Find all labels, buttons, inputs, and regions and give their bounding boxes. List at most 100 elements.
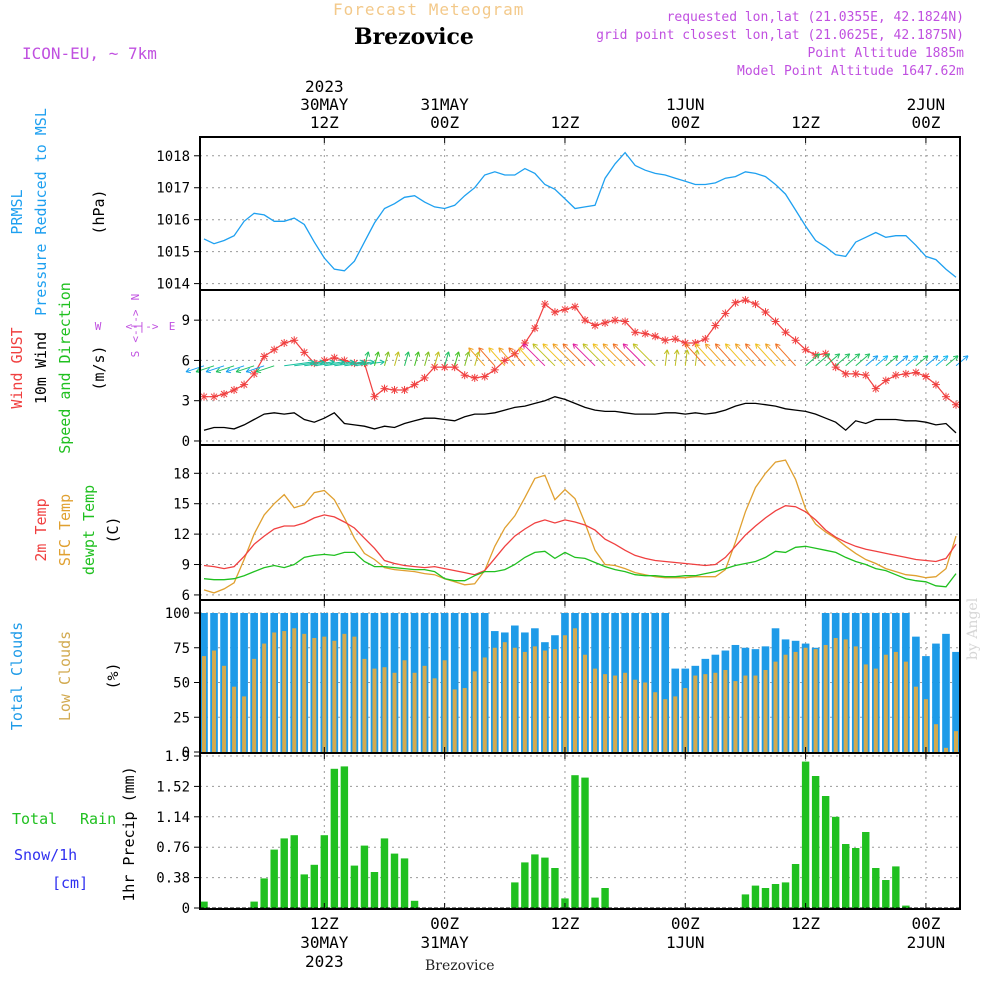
wind-direction-arrow (775, 343, 796, 367)
time-label-bottom: 2JUN (907, 933, 946, 952)
y-tick-label: 1.14 (156, 810, 190, 826)
y-tick-label: 0.38 (156, 871, 190, 887)
time-label-bottom: 12Z (310, 914, 339, 933)
wind-direction-arrow (383, 351, 391, 366)
rain-bar (350, 865, 359, 908)
wind-direction-arrow (235, 365, 255, 374)
rain-bar (791, 864, 800, 908)
wind-direction-arrow (845, 353, 861, 367)
wind-direction-arrow (225, 365, 245, 374)
wind-gust-marker (220, 389, 229, 398)
time-label-bottom: 00Z (671, 914, 700, 933)
low-cloud-bar (342, 633, 347, 752)
total-cloud-bar (460, 613, 469, 752)
low-cloud-bar (663, 699, 668, 752)
wind-direction-arrow (522, 343, 546, 367)
time-label-top: 12Z (551, 113, 580, 132)
wind-direction-arrow (955, 355, 969, 367)
wind-gust-marker (570, 302, 579, 311)
low-cloud-bar (242, 696, 247, 752)
low-cloud-bar (753, 675, 758, 752)
low-cloud-bar (673, 696, 678, 752)
wind-gust-marker (540, 300, 549, 309)
total-cloud-bar (240, 613, 248, 752)
rain-bar (751, 885, 760, 908)
wind-direction-arrow (508, 347, 526, 367)
rain-bar (330, 768, 339, 908)
dewpt-temp-line (203, 545, 957, 588)
wind-direction-arrow (935, 355, 949, 367)
model-altitude: Model Point Altitude 1647.62m (737, 64, 964, 79)
wind-direction-arrow (404, 351, 411, 366)
rain-bar (741, 894, 750, 908)
wind-gust-marker (931, 380, 940, 389)
wind-direction-arrow (905, 355, 919, 367)
low-cloud-bar (743, 675, 748, 752)
low-cloud-bar (773, 661, 778, 752)
y-tick-label: 1015 (156, 245, 190, 261)
y-tick-label: 6 (182, 353, 190, 369)
low-cloud-bar (913, 686, 918, 752)
rain-bar (872, 868, 880, 908)
label-total: Total (12, 810, 57, 828)
wind-gust-marker (651, 332, 660, 341)
rain-bar (771, 884, 780, 908)
low-cloud-bar (603, 674, 608, 752)
low-cloud-bar (903, 661, 908, 752)
rain-bar (581, 777, 589, 908)
wind-gust-marker (701, 334, 710, 343)
time-label-bottom: 1JUN (666, 933, 705, 952)
low-cloud-bar (623, 672, 628, 752)
wind-gust-marker (941, 392, 950, 401)
wind-gust-marker (711, 321, 720, 330)
low-cloud-bar (452, 689, 457, 752)
low-cloud-bar (653, 692, 658, 752)
wind-direction-arrow (765, 343, 786, 367)
wind-direction-arrow (755, 343, 776, 367)
rain-bar (270, 849, 278, 908)
label-ms: (m/s) (90, 345, 108, 390)
wind-direction-arrow (895, 355, 909, 367)
low-cloud-bar (412, 672, 417, 752)
low-cloud-bar (953, 731, 959, 752)
wind-gust-marker (380, 384, 389, 393)
y-tick-label: 12 (173, 527, 190, 543)
temp-2m-line (203, 505, 957, 576)
rain-bar (852, 848, 860, 908)
y-tick-label: 0 (182, 901, 190, 917)
low-cloud-bar (883, 654, 888, 752)
low-cloud-bar (863, 664, 868, 752)
wind-gust-marker (851, 369, 860, 378)
wind-gust-marker (831, 363, 840, 372)
wind-gust-marker (460, 371, 469, 380)
y-tick-label: 1.9 (165, 749, 190, 765)
point-altitude: Point Altitude 1885m (807, 46, 964, 61)
rain-bar (781, 882, 790, 908)
low-cloud-bar (462, 688, 467, 752)
wind-gust-marker (550, 308, 559, 317)
wind-direction-arrow (865, 355, 879, 367)
rain-bar (280, 838, 288, 908)
low-cloud-bar (552, 649, 557, 752)
low-cloud-bar (392, 672, 397, 752)
label-2m-temp: 2m Temp (32, 498, 50, 561)
y-tick-label: 6 (182, 588, 190, 604)
wind-gust-marker (741, 296, 750, 305)
low-cloud-bar (933, 724, 938, 752)
wind-gust-marker (260, 352, 269, 361)
low-cloud-bar (382, 667, 387, 752)
wind-speed-line (203, 396, 957, 434)
low-cloud-bar (312, 638, 317, 752)
y-tick-label: 50 (173, 676, 190, 692)
wind-gust-marker (621, 317, 630, 326)
wind-gust-marker (480, 372, 489, 381)
wind-direction-arrow (552, 343, 576, 367)
compass-south: S (129, 351, 142, 358)
total-cloud-bar (651, 613, 660, 752)
wind-direction-arrow (815, 353, 831, 367)
wind-direction-arrow (582, 343, 606, 367)
low-cloud-bar (572, 628, 577, 752)
wind-direction-arrow (694, 343, 716, 367)
label-hpa: (hPa) (90, 189, 108, 234)
wind-gust-marker (641, 329, 650, 338)
